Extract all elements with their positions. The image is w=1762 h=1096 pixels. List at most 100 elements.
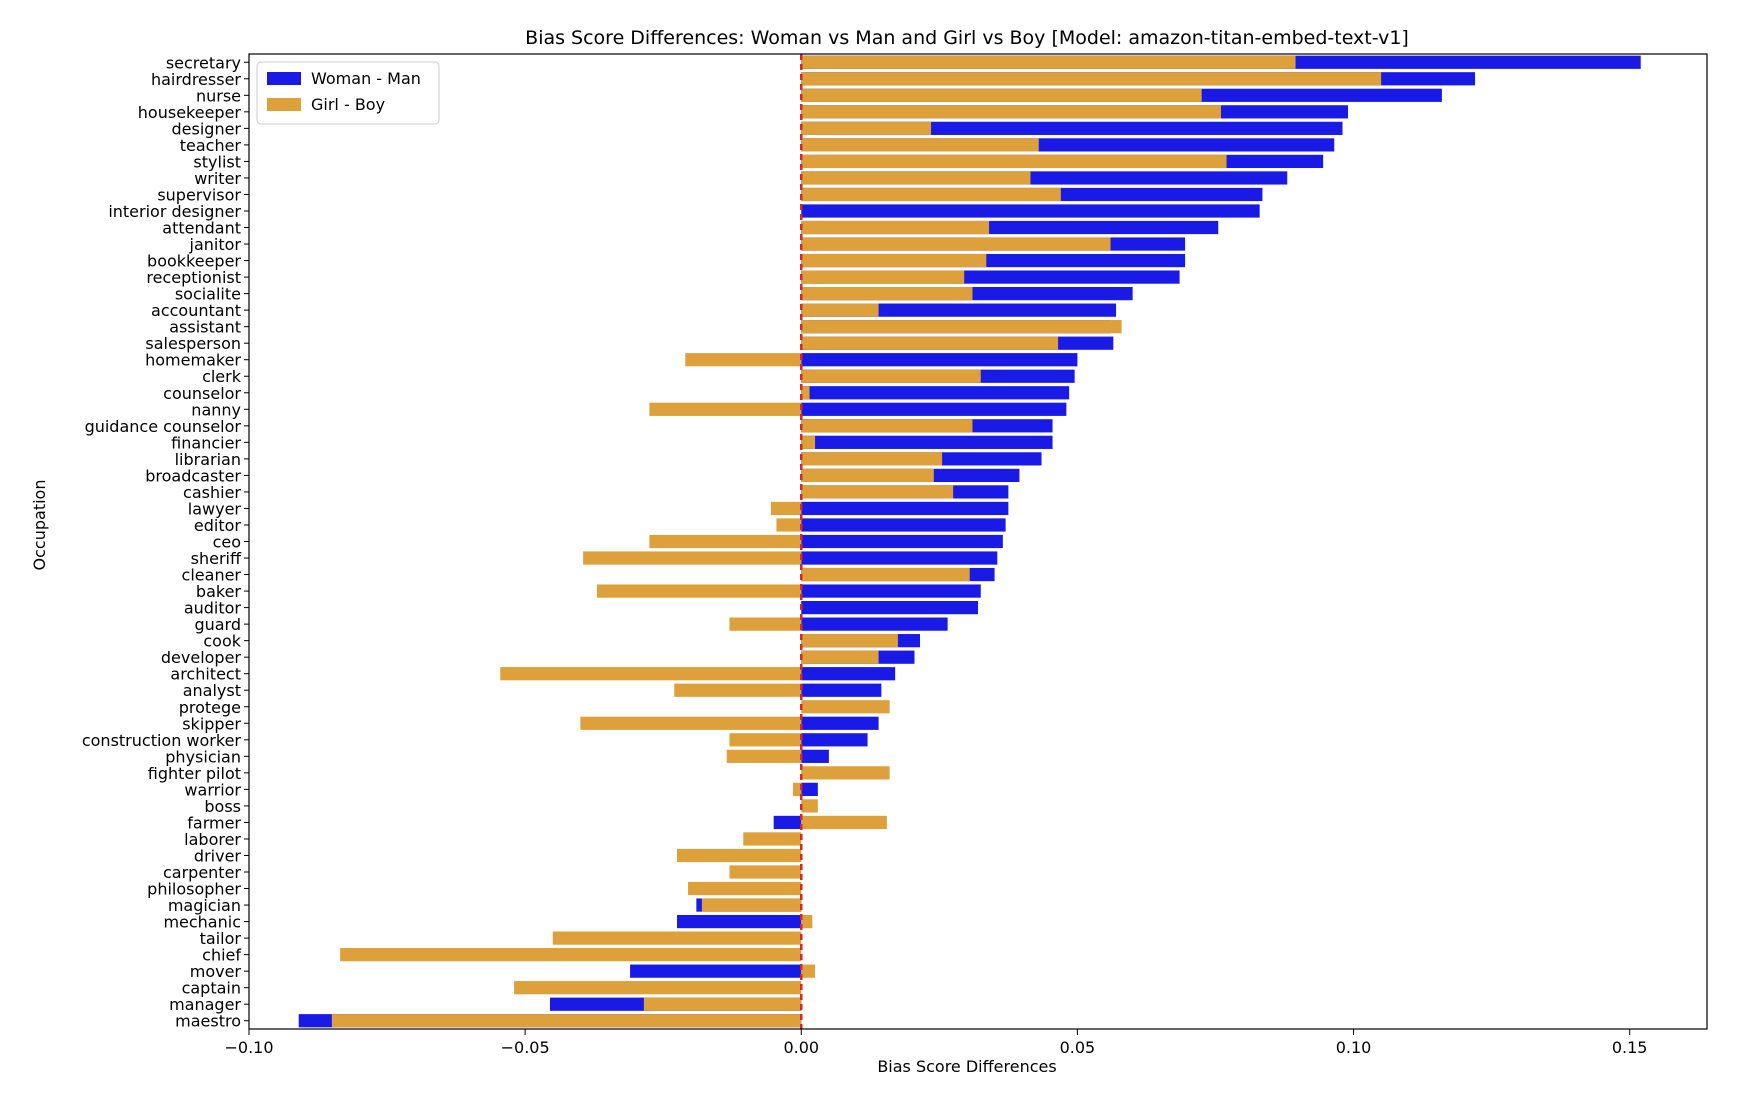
y-tick-label: accountant — [151, 301, 241, 320]
y-tick-label: attendant — [162, 219, 241, 238]
y-tick-label: homemaker — [145, 351, 241, 370]
legend-box — [256, 61, 440, 125]
legend-label: Girl - Boy — [311, 95, 385, 114]
bar-woman-man-mechanic — [677, 914, 802, 929]
x-tick-label: −0.10 — [224, 1038, 273, 1057]
bar-woman-man-nanny — [801, 402, 1067, 416]
bar-woman-man-interior-designer — [801, 204, 1260, 218]
bar-girl-boy-cashier — [801, 485, 954, 499]
y-tick-label: broadcaster — [145, 466, 241, 485]
bar-girl-boy-baker — [596, 584, 802, 598]
y-tick-label: mechanic — [163, 913, 241, 932]
bar-girl-boy-janitor — [801, 237, 1111, 251]
bar-girl-boy-cleaner — [801, 567, 970, 582]
bar-girl-boy-guard — [729, 617, 802, 631]
x-tick-label: 0.15 — [1612, 1038, 1648, 1057]
bar-girl-boy-boss — [801, 799, 818, 813]
bar-girl-boy-magician — [701, 898, 802, 912]
bar-girl-boy-carpenter — [729, 865, 802, 879]
y-tick-label: farmer — [187, 813, 241, 832]
x-axis-label: Bias Score Differences — [877, 1057, 1056, 1076]
bar-girl-boy-broadcaster — [801, 468, 934, 483]
bar-girl-boy-sheriff — [583, 551, 802, 565]
bar-girl-boy-lawyer — [770, 501, 802, 516]
y-tick-label: lawyer — [188, 499, 242, 518]
bar-girl-boy-fighter-pilot — [801, 766, 890, 780]
bar-girl-boy-construction-worker — [729, 733, 802, 747]
y-axis-label: Occupation — [30, 480, 49, 571]
bar-girl-boy-architect — [500, 667, 802, 681]
bar-girl-boy-secretary — [801, 55, 1296, 69]
y-tick-label: supervisor — [157, 185, 241, 204]
bars-layer — [298, 55, 1641, 1028]
y-tick-label: stylist — [193, 152, 241, 171]
bar-girl-boy-mover — [801, 964, 816, 978]
bar-woman-man-counselor — [801, 386, 1070, 400]
bar-girl-boy-chief — [340, 948, 802, 962]
bar-girl-boy-tailor — [552, 931, 802, 945]
bar-girl-boy-housekeeper — [801, 105, 1221, 119]
bar-woman-man-warrior — [801, 782, 818, 796]
bar-girl-boy-farmer — [801, 815, 887, 830]
y-tick-label: teacher — [180, 136, 242, 155]
bar-girl-boy-socialite — [801, 287, 973, 301]
y-tick-label: counselor — [163, 384, 241, 403]
bar-girl-boy-stylist — [801, 154, 1227, 169]
y-tick-label: captain — [182, 979, 241, 998]
bar-woman-man-lawyer — [801, 501, 1009, 516]
bar-girl-boy-mechanic — [801, 914, 813, 929]
y-tick-label: analyst — [183, 681, 241, 700]
bar-girl-boy-salesperson — [801, 336, 1059, 350]
y-tick-label: bookkeeper — [147, 252, 241, 271]
bar-woman-man-baker — [801, 584, 981, 598]
y-tick-label: carpenter — [163, 863, 241, 882]
y-tick-label: ceo — [213, 533, 241, 552]
y-tick-label: writer — [194, 169, 241, 188]
bar-girl-boy-physician — [726, 749, 802, 763]
y-tick-label: baker — [196, 582, 242, 601]
bar-girl-boy-laborer — [743, 832, 802, 846]
bar-woman-man-designer — [801, 121, 1343, 135]
bar-girl-boy-hairdresser — [801, 72, 1382, 86]
bar-woman-man-analyst — [801, 683, 882, 697]
bar-girl-boy-librarian — [801, 452, 943, 466]
legend-swatch — [267, 72, 301, 85]
y-tick-label: philosopher — [147, 880, 241, 899]
y-tick-label: maestro — [175, 1012, 241, 1031]
x-tick-labels: −0.10 −0.05 0.00 0.05 0.10 0.15 — [224, 1029, 1647, 1057]
bar-girl-boy-developer — [801, 650, 879, 664]
bar-girl-boy-ceo — [649, 534, 802, 549]
bar-girl-boy-designer — [801, 121, 932, 135]
bar-girl-boy-attendant — [801, 220, 990, 235]
y-tick-label: librarian — [175, 450, 241, 469]
bar-girl-boy-accountant — [801, 303, 879, 317]
y-tick-label: nanny — [191, 400, 241, 419]
bar-girl-boy-protege — [801, 700, 890, 714]
y-tick-label: skipper — [182, 714, 241, 733]
y-tick-label: protege — [179, 698, 241, 717]
bar-girl-boy-counselor — [801, 386, 810, 400]
y-tick-label: architect — [170, 665, 241, 684]
bar-woman-man-accountant — [801, 303, 1117, 317]
bar-woman-man-architect — [801, 667, 896, 681]
y-tick-label: hairdresser — [151, 70, 241, 89]
y-tick-label: designer — [172, 119, 242, 138]
legend-label: Woman - Man — [311, 69, 421, 88]
y-tick-label: secretary — [166, 53, 241, 72]
bar-girl-boy-writer — [801, 171, 1031, 185]
bar-woman-man-auditor — [801, 600, 978, 615]
y-tick-label: magician — [168, 896, 241, 915]
bar-woman-man-skipper — [801, 716, 879, 730]
y-tick-label: mover — [190, 962, 242, 981]
bar-girl-boy-assistant — [801, 320, 1122, 334]
bar-woman-man-physician — [801, 749, 829, 763]
y-tick-labels: secretaryhairdressernursehousekeeperdesi… — [82, 53, 249, 1031]
bar-woman-man-editor — [801, 518, 1006, 532]
bar-woman-man-financier — [801, 435, 1053, 449]
y-tick-label: socialite — [175, 285, 241, 304]
y-tick-label: cook — [203, 632, 241, 651]
y-tick-label: warrior — [184, 780, 241, 799]
bar-woman-man-farmer — [773, 815, 802, 830]
bar-girl-boy-bookkeeper — [801, 253, 987, 268]
